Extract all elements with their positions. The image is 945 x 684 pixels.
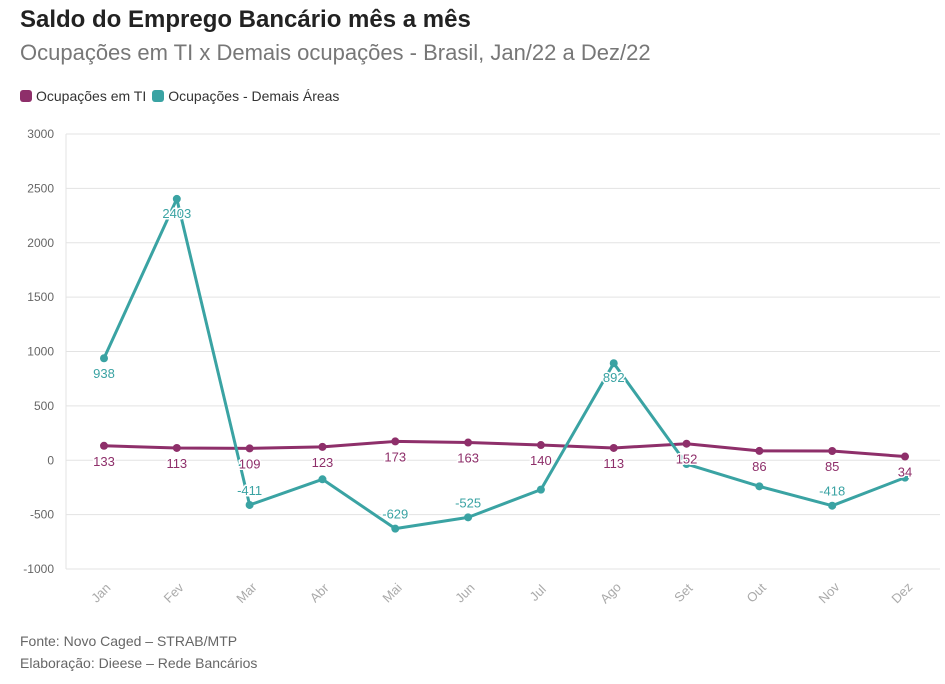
data-label-ti: 152 [676, 452, 698, 467]
legend: Ocupações em TI Ocupações - Demais Áreas [20, 88, 345, 104]
data-label-ti: 163 [457, 451, 479, 466]
point-ti [391, 437, 400, 446]
x-tick-label: Set [671, 580, 696, 605]
point-ti [755, 446, 764, 455]
point-ti [464, 438, 473, 447]
point-demais [682, 460, 691, 469]
y-tick-label: -1000 [23, 562, 54, 576]
data-label-ti: 109 [239, 456, 261, 471]
x-tick-label: Out [743, 580, 769, 606]
legend-label-ti: Ocupações em TI [36, 88, 147, 104]
x-tick-label: Ago [597, 579, 624, 606]
footer: Fonte: Novo Caged – STRAB/MTP Elaboração… [20, 630, 257, 674]
y-tick-label: 1000 [27, 345, 54, 359]
point-ti [901, 452, 909, 461]
x-tick-label: Fev [161, 579, 187, 605]
y-tick-label: 1500 [27, 290, 54, 304]
point-demais [536, 485, 545, 494]
legend-swatch-demais [152, 90, 165, 102]
y-tick-label: 2500 [27, 181, 54, 195]
x-tick-label: Mar [233, 579, 260, 606]
data-label-ti: 113 [166, 456, 187, 471]
series-line-ti [103, 439, 906, 459]
point-demais [318, 475, 327, 484]
data-label-ti: 113 [603, 456, 624, 471]
x-tick-label: Nov [816, 579, 843, 606]
data-label-demais: 892 [603, 370, 625, 385]
line-chart: -1000 -500 0 500 1000 1500 2000 2500 3000 Jan Fev M… [23, 127, 940, 606]
legend-item-demais[interactable]: Ocupações - Demais Áreas [152, 88, 339, 104]
point-demais [828, 501, 837, 510]
y-tick-label: -500 [30, 508, 54, 522]
point-demais [245, 500, 254, 509]
point-ti [536, 441, 545, 450]
x-tick-label: Jul [527, 582, 549, 604]
point-ti [682, 439, 691, 448]
y-tick-label: 2000 [27, 236, 54, 250]
footer-credit: Elaboração: Dieese – Rede Bancários [20, 655, 258, 671]
legend-item-ti[interactable]: Ocupações em TI [20, 88, 146, 104]
y-tick-label: 3000 [27, 127, 54, 141]
data-label-ti: 173 [384, 449, 406, 464]
data-label-demais: 2403 [162, 206, 191, 221]
chart-title: Saldo do Emprego Bancário mês a mês [20, 6, 471, 33]
point-demais [100, 354, 108, 363]
data-label-ti: 123 [312, 455, 334, 470]
point-ti [318, 442, 327, 451]
x-tick-label: Dez [888, 579, 915, 606]
x-tick-label: Abr [307, 580, 332, 605]
legend-label-demais: Ocupações - Demais Áreas [168, 88, 340, 104]
point-ti [172, 443, 181, 452]
x-tick-label: Jun [452, 580, 477, 605]
data-label-ti: 34 [898, 465, 912, 480]
point-demais [391, 524, 400, 533]
data-label-ti: 85 [825, 459, 839, 474]
legend-swatch-ti [20, 90, 32, 102]
series-line-demais [102, 197, 906, 531]
data-label-demais: -525 [455, 495, 481, 510]
point-demais [901, 473, 909, 482]
point-ti [609, 443, 618, 452]
point-ti [828, 447, 837, 456]
data-label-ti: 133 [93, 454, 115, 469]
footer-source: Fonte: Novo Caged – STRAB/MTP [20, 633, 238, 649]
x-tick-label: Jan [88, 580, 113, 605]
chart-subtitle: Ocupações em TI x Demais ocupações - Bra… [20, 40, 651, 65]
data-label-demais: -411 [237, 483, 262, 498]
point-ti [100, 441, 108, 450]
point-demais [755, 482, 764, 491]
point-demais [464, 513, 473, 522]
y-tick-label: 500 [34, 399, 54, 413]
x-tick-label: Mai [379, 580, 404, 605]
point-demais [172, 194, 181, 203]
data-label-demais: -418 [819, 484, 845, 499]
data-label-ti: 86 [752, 459, 766, 474]
point-demais [609, 359, 618, 368]
point-ti [245, 444, 254, 453]
y-tick-label: 0 [47, 453, 54, 467]
data-label-ti: 140 [530, 453, 552, 468]
data-label-demais: 938 [93, 366, 115, 381]
data-label-demais: -629 [382, 507, 408, 522]
